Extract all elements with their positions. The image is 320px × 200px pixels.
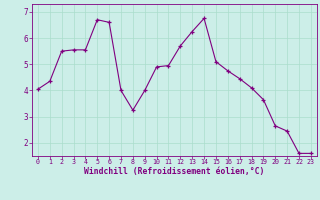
X-axis label: Windchill (Refroidissement éolien,°C): Windchill (Refroidissement éolien,°C) (84, 167, 265, 176)
